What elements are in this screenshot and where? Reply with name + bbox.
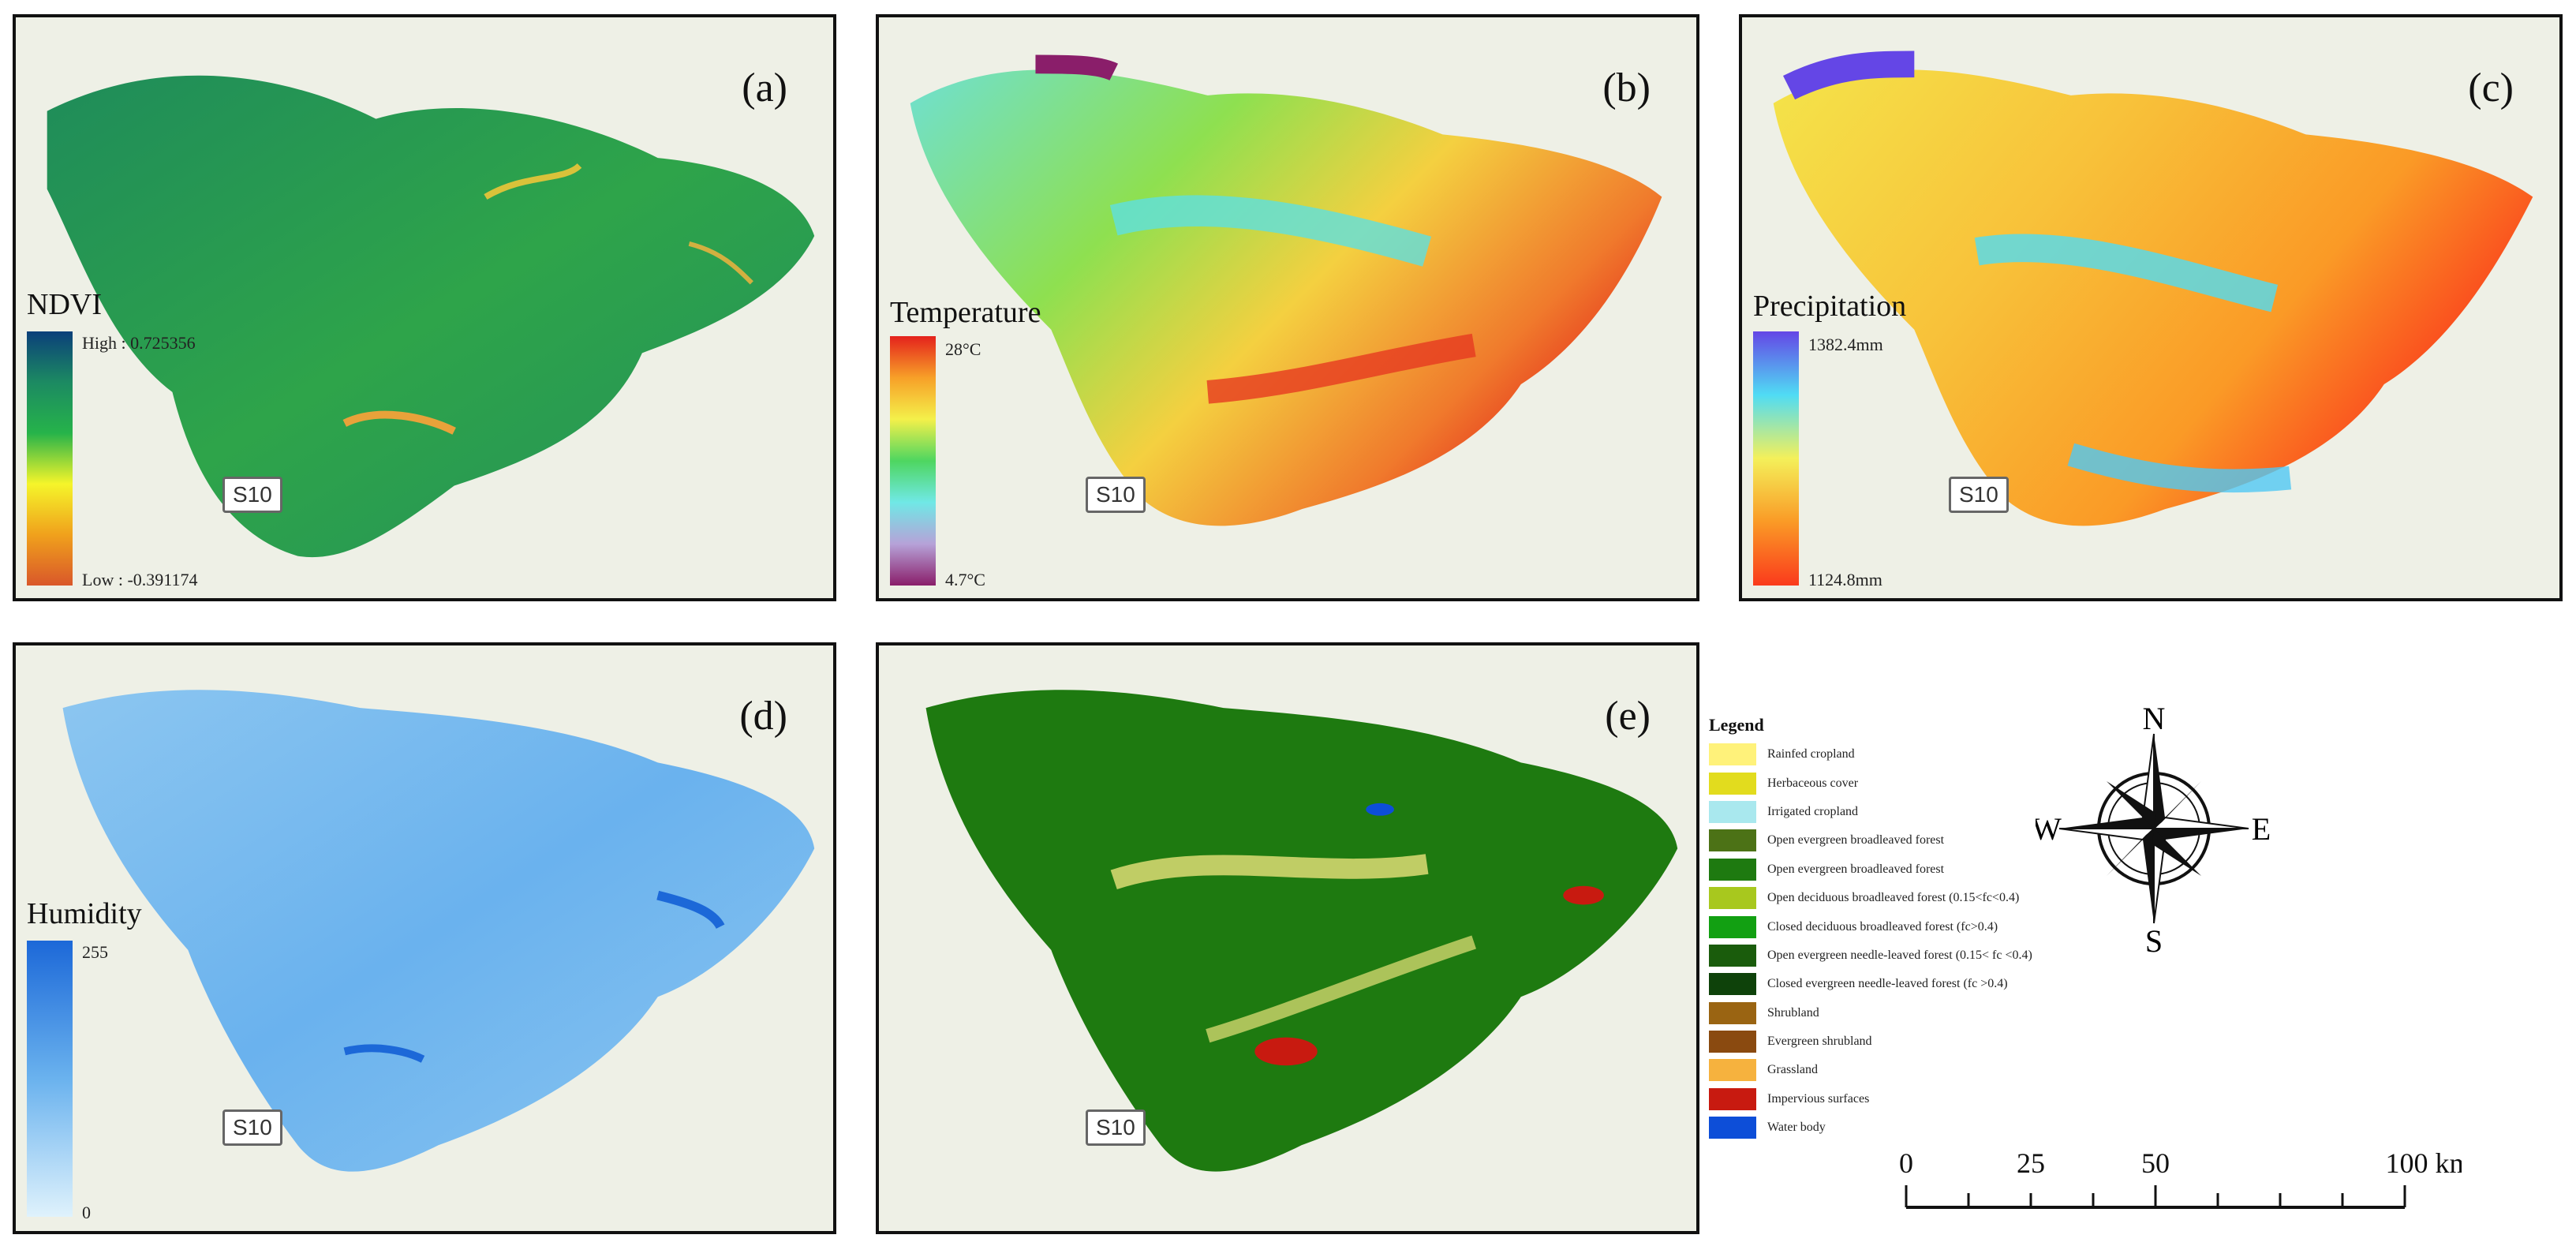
humidity-color-ramp: [27, 941, 73, 1217]
scale-label: 50: [2141, 1147, 2170, 1179]
legend-item: Evergreen shrubland: [1709, 1027, 2032, 1056]
legend-swatch: [1709, 858, 1756, 881]
legend-heading: Legend: [1709, 715, 1764, 735]
humidity-map: [16, 645, 833, 1231]
temperature-color-ramp: [890, 336, 936, 586]
compass-south: S: [2145, 923, 2163, 955]
legend-label: Open deciduous broadleaved forest (0.15<…: [1767, 891, 2020, 905]
legend-label: Herbaceous cover: [1767, 776, 1859, 790]
legend-label: Open evergreen broadleaved forest: [1767, 833, 1945, 848]
legend-title: Precipitation: [1753, 290, 1907, 323]
road-label: S10: [222, 477, 282, 513]
legend-low: 4.7°C: [945, 570, 985, 589]
legend-swatch: [1709, 772, 1756, 795]
road-label: S10: [222, 1109, 282, 1146]
landcover-map: [879, 645, 1696, 1231]
legend-label: Rainfed cropland: [1767, 747, 1855, 761]
legend-item: Open deciduous broadleaved forest (0.15<…: [1709, 884, 2032, 912]
north-arrow-icon: N S E W: [2036, 702, 2271, 955]
legend-title: Temperature: [890, 296, 1041, 329]
legend-label: Grassland: [1767, 1063, 1818, 1077]
legend-item: Water body: [1709, 1113, 2032, 1142]
compass-west: W: [2036, 811, 2062, 847]
road-label: S10: [1949, 477, 2009, 513]
scale-label: 100 km: [2385, 1147, 2462, 1179]
legend-swatch: [1709, 743, 1756, 766]
panel-ndvi: (a) S10 NDVI High : 0.725356 Low : -0.39…: [13, 14, 836, 601]
panel-label: (d): [739, 694, 787, 739]
panel-humidity: (d) S10 Humidity 255 0: [13, 642, 836, 1234]
legend-label: Impervious surfaces: [1767, 1091, 1870, 1106]
temperature-map: [879, 17, 1696, 598]
legend-swatch: [1709, 1059, 1756, 1082]
legend-item: Rainfed cropland: [1709, 740, 2032, 769]
legend-swatch: [1709, 800, 1756, 823]
legend-item: Irrigated cropland: [1709, 798, 2032, 826]
legend-label: Irrigated cropland: [1767, 804, 1859, 818]
legend-low: Low : -0.391174: [82, 570, 198, 589]
precipitation-color-ramp: [1753, 331, 1799, 586]
panel-label: (b): [1602, 65, 1651, 110]
panel-landcover: (e) S10: [876, 642, 1699, 1234]
legend-label: Open evergreen broadleaved forest: [1767, 862, 1945, 876]
legend-item: Impervious surfaces: [1709, 1085, 2032, 1113]
legend-title: Humidity: [27, 897, 142, 930]
legend-high: High : 0.725356: [82, 333, 196, 353]
legend-label: Water body: [1767, 1121, 1826, 1135]
legend-low: 0: [82, 1203, 91, 1222]
legend-low: 1124.8mm: [1808, 570, 1882, 589]
ndvi-map: [16, 17, 833, 598]
legend-swatch: [1709, 944, 1756, 967]
compass-east: E: [2252, 811, 2271, 847]
legend-swatch: [1709, 1031, 1756, 1053]
legend-high: 28°C: [945, 339, 981, 359]
scale-bar: 0 25 50 100 km: [1899, 1147, 2462, 1209]
legend-item: Herbaceous cover: [1709, 769, 2032, 797]
compass-north: N: [2143, 702, 2166, 736]
ndvi-color-ramp: [27, 331, 73, 586]
landcover-legend: Legend Rainfed cropland Herbaceous cover I…: [1709, 715, 2032, 1142]
road-label: S10: [1086, 1109, 1146, 1146]
panel-precipitation: (c) S10 Precipitation 1382.4mm 1124.8mm: [1739, 14, 2563, 601]
legend-swatch: [1709, 1117, 1756, 1139]
legend-item: Closed evergreen needle-leaved forest (f…: [1709, 970, 2032, 998]
legend-label: Closed evergreen needle-leaved forest (f…: [1767, 977, 2008, 991]
panel-label: (a): [742, 65, 787, 110]
panel-temperature: (b) S10 Temperature 28°C 4.7°C: [876, 14, 1699, 601]
legend-swatch: [1709, 887, 1756, 910]
legend-high: 255: [82, 942, 108, 962]
legend-item: Open evergreen broadleaved forest: [1709, 826, 2032, 855]
legend-swatch: [1709, 915, 1756, 938]
legend-item: Shrubland: [1709, 999, 2032, 1027]
panel-label: (e): [1605, 694, 1651, 739]
legend-title: NDVI: [27, 288, 102, 321]
scale-label: 25: [2017, 1147, 2045, 1179]
legend-swatch: [1709, 1087, 1756, 1110]
legend-label: Closed deciduous broadleaved forest (fc>…: [1767, 919, 1998, 934]
legend-item: Grassland: [1709, 1056, 2032, 1084]
legend-label: Evergreen shrubland: [1767, 1035, 1872, 1049]
legend-item: Closed deciduous broadleaved forest (fc>…: [1709, 912, 2032, 941]
scale-label: 0: [1899, 1147, 1913, 1179]
legend-swatch: [1709, 1001, 1756, 1024]
panel-label: (c): [2468, 65, 2514, 110]
legend-item: Open evergreen needle-leaved forest (0.1…: [1709, 941, 2032, 970]
legend-label: Open evergreen needle-leaved forest (0.1…: [1767, 948, 2032, 962]
legend-item: Open evergreen broadleaved forest: [1709, 855, 2032, 884]
legend-swatch: [1709, 973, 1756, 996]
precipitation-map: [1742, 17, 2559, 598]
legend-label: Shrubland: [1767, 1005, 1819, 1020]
legend-swatch: [1709, 829, 1756, 852]
legend-high: 1382.4mm: [1808, 335, 1883, 354]
road-label: S10: [1086, 477, 1146, 513]
